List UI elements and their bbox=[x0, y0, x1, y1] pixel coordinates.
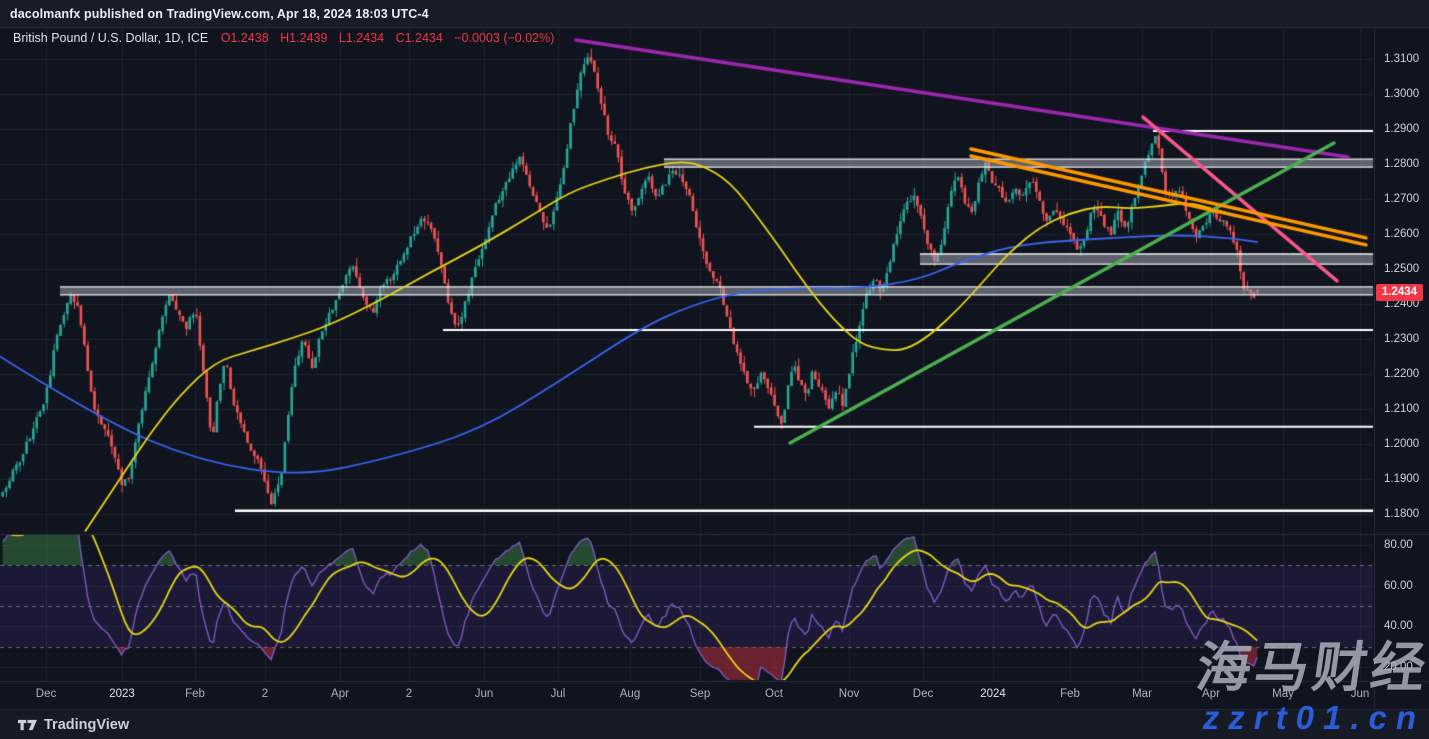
time-axis-label: Sep bbox=[689, 688, 711, 700]
time-axis-label: Jun bbox=[1350, 688, 1370, 700]
time-axis-label: Mar bbox=[1132, 688, 1152, 700]
time-axis-label: 2 bbox=[261, 688, 269, 700]
ohlc-open: O1.2438 bbox=[220, 31, 269, 45]
tradingview-mark-icon bbox=[18, 719, 37, 730]
price-axis-label: 1.2700 bbox=[1384, 193, 1420, 205]
price-axis-label: 1.2100 bbox=[1384, 403, 1420, 415]
price-axis-label: 1.2000 bbox=[1384, 438, 1420, 450]
footer-bar: TradingView bbox=[0, 710, 1429, 739]
publish-text: dacolmanfx published on TradingView.com,… bbox=[10, 6, 429, 21]
price-axis-label: 1.2300 bbox=[1384, 333, 1420, 345]
price-axis-label: 1.2600 bbox=[1384, 228, 1420, 240]
price-axis-label: 1.1800 bbox=[1384, 508, 1420, 520]
tradingview-brand-text: TradingView bbox=[44, 716, 130, 733]
time-axis-label: Dec bbox=[35, 688, 57, 700]
time-axis-label: 2 bbox=[405, 688, 413, 700]
rsi-axis-label: 20.00 bbox=[1384, 661, 1413, 673]
watermark-cn: 海马财经 bbox=[1192, 638, 1429, 698]
rsi-axis-label: 60.00 bbox=[1384, 579, 1413, 592]
last-price-badge: 1.2434 bbox=[1376, 283, 1423, 301]
price-axis-label: 1.2900 bbox=[1384, 123, 1420, 135]
symbol-title: British Pound / U.S. Dollar, 1D, ICE bbox=[13, 31, 209, 45]
time-axis-label: 2024 bbox=[980, 688, 1006, 700]
ohlc-high: H1.2439 bbox=[280, 31, 328, 45]
time-axis-label: Apr bbox=[331, 688, 349, 700]
price-axis-label: 1.2800 bbox=[1384, 158, 1420, 170]
rsi-axis-label: 40.00 bbox=[1384, 620, 1413, 633]
price-axis-label: 1.2400 bbox=[1384, 298, 1420, 310]
ohlc-close: C1.2434 bbox=[395, 31, 443, 45]
price-axis-label: 1.3100 bbox=[1384, 53, 1420, 65]
ohlc-change: −0.0003 (−0.02%) bbox=[454, 31, 555, 45]
publish-bar: dacolmanfx published on TradingView.com,… bbox=[0, 0, 1429, 28]
time-axis-label: Oct bbox=[765, 688, 783, 700]
price-axis-label: 1.2200 bbox=[1384, 368, 1420, 380]
time-axis-label: Jun bbox=[474, 688, 494, 700]
time-axis-label: Nov bbox=[838, 688, 860, 700]
time-axis-label: Feb bbox=[185, 688, 205, 700]
time-axis-label: Feb bbox=[1060, 688, 1080, 700]
time-axis-label: May bbox=[1272, 688, 1294, 700]
watermark-url: zzrt01.cn bbox=[1202, 699, 1425, 736]
time-axis-label: Jul bbox=[550, 688, 566, 700]
price-axis-label: 1.3000 bbox=[1384, 88, 1420, 100]
rsi-axis-label: 80.00 bbox=[1384, 539, 1413, 551]
price-axis-label: 1.1900 bbox=[1384, 473, 1420, 485]
time-axis-label: Aug bbox=[619, 688, 641, 700]
time-axis-label: Dec bbox=[912, 688, 934, 700]
chart-legend[interactable]: British Pound / U.S. Dollar, 1D, ICE O1.… bbox=[13, 31, 562, 45]
ohlc-low: L1.2434 bbox=[338, 31, 385, 45]
time-axis-label: Apr bbox=[1202, 688, 1220, 700]
price-axis-label: 1.2500 bbox=[1384, 263, 1420, 275]
time-axis-label: 2023 bbox=[109, 688, 135, 700]
tradingview-logo[interactable]: TradingView bbox=[18, 717, 129, 733]
